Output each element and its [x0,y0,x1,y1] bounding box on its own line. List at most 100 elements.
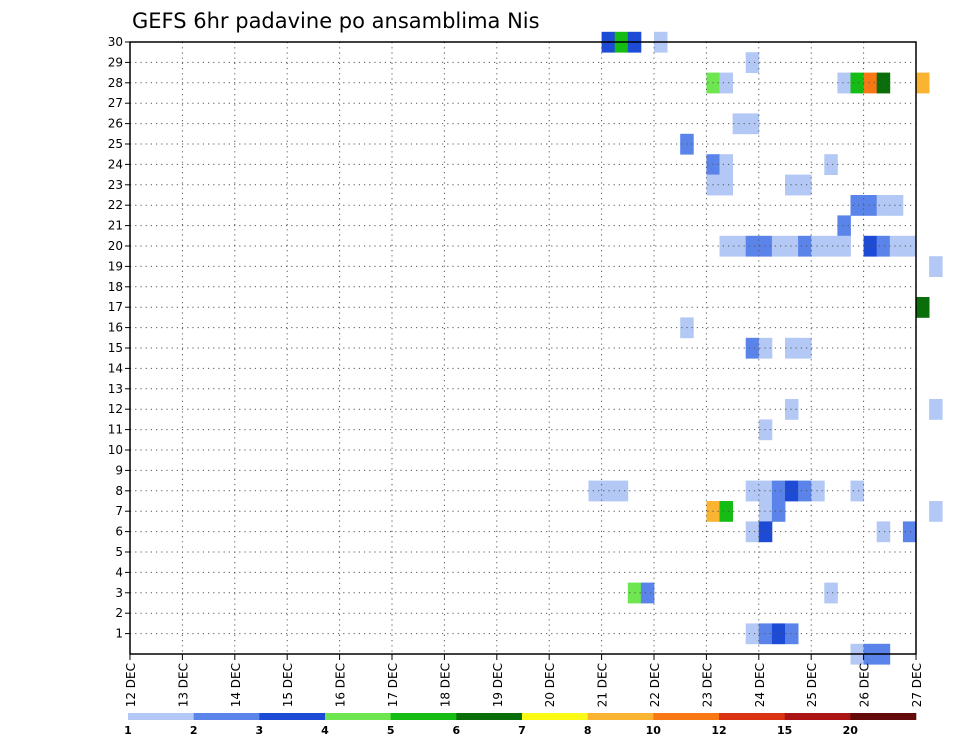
chart-title: GEFS 6hr padavine po ansamblima Nis [132,9,540,33]
data-cell [863,195,878,216]
data-cell [785,399,799,420]
y-tick-label: 30 [108,35,123,49]
colorbar-tick-label: 12 [711,724,726,737]
x-tick-label: 16 DEC [334,663,348,707]
colorbar-tick-label: 6 [452,724,460,737]
data-cell [837,235,851,257]
data-cell [771,235,786,257]
x-tick-label: 22 DEC [648,663,662,707]
x-axis: 12 DEC 13 DEC 14 DEC 15 DEC 16 DEC 17 DEC 18 D… [124,654,924,707]
x-tick-label: 23 DEC [700,663,714,707]
colorbar-tick-label: 8 [584,724,592,737]
data-cell [824,582,838,604]
x-tick-label: 25 DEC [805,663,819,707]
colorbar-tick-label: 2 [190,724,198,737]
data-cell [916,72,930,94]
colorbar-swatch [587,713,654,720]
x-tick-label: 19 DEC [491,663,505,707]
colorbar-swatch [456,713,523,720]
data-cell [902,521,917,543]
y-tick-label: 14 [108,361,123,375]
data-cell [798,235,812,257]
x-tick-label: 18 DEC [438,663,452,707]
data-cell [601,480,616,502]
data-cell [785,337,799,359]
colorbar-swatch [719,713,785,720]
y-tick-label: 15 [108,341,123,355]
x-tick-label: 20 DEC [543,663,557,707]
data-cell [745,337,760,359]
y-tick-label: 19 [108,259,123,273]
data-cell [771,501,786,522]
y-tick-label: 3 [115,586,123,600]
data-cell [745,52,760,73]
y-tick-label: 2 [115,606,123,620]
y-tick-label: 25 [108,137,123,151]
data-cell [771,623,786,645]
data-cell [902,235,917,257]
y-tick-label: 8 [115,484,123,498]
y-tick-label: 18 [108,280,123,294]
colorbar-tick-label: 3 [255,724,263,737]
y-tick-label: 29 [108,55,123,69]
colorbar-swatch [193,713,260,720]
data-cell [798,480,812,502]
y-axis: 1234567891011121314151617181920212223242… [108,35,130,641]
data-cell [785,623,799,645]
data-cell [876,235,891,257]
data-cell [745,480,760,502]
x-tick-label: 26 DEC [858,663,872,707]
y-tick-label: 27 [108,96,123,110]
data-cell [876,521,891,543]
y-tick-label: 28 [108,76,123,90]
colorbar-swatch [390,713,457,720]
y-tick-label: 7 [115,504,123,518]
y-tick-label: 11 [108,423,123,437]
y-tick-label: 20 [108,239,123,253]
colorbar-legend: 1 2 3 4 5 6 7 8 10 12 15 20 [124,713,917,737]
data-cell [745,235,760,257]
colorbar-swatch [850,713,917,720]
y-tick-label: 10 [108,443,123,457]
colorbar-swatch [653,713,720,720]
colorbar-tick-label: 20 [843,724,859,737]
data-cell [850,72,864,94]
data-cell [889,235,904,257]
data-cell [837,72,851,94]
data-cell [588,480,602,502]
colorbar-tick-label: 15 [777,724,792,737]
colorbar-tick-label: 4 [321,724,329,737]
y-tick-label: 13 [108,382,123,396]
colorbar-tick-label: 1 [124,724,132,737]
colorbar-tick-label: 5 [387,724,395,737]
plot-grid [130,42,916,654]
data-cell [824,154,838,175]
colorbar-tick-label: 10 [646,724,662,737]
x-tick-label: 17 DEC [386,663,400,707]
x-tick-label: 21 DEC [596,663,610,707]
colorbar-swatch [259,713,326,720]
data-cell [614,480,629,502]
data-cell [745,521,760,543]
data-cell [929,256,943,277]
data-cell [785,174,799,196]
y-tick-label: 5 [115,545,123,559]
data-cell [916,297,930,318]
data-cell [824,235,838,257]
data-cell [640,582,655,604]
x-tick-label: 24 DEC [753,663,767,707]
y-tick-label: 17 [108,300,123,314]
data-cell [863,72,878,94]
data-cell [719,501,733,522]
data-cell [876,195,891,216]
precipitation-cells [588,31,943,665]
data-cell [785,480,799,502]
y-tick-label: 22 [108,198,123,212]
y-tick-label: 21 [108,219,123,233]
data-cell [863,235,878,257]
data-cell [929,399,943,420]
colorbar-swatch [784,713,851,720]
colorbar-swatch [522,713,588,720]
data-cell [719,154,733,175]
